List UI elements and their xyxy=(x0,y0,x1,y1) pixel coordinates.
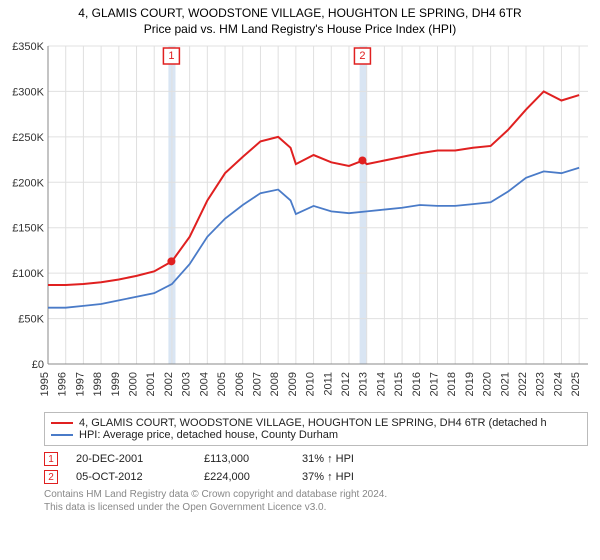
price-chart-svg: £0 £50K £100K £150K £200K £250K £300K £350K 1995… xyxy=(0,38,600,408)
svg-text:2012: 2012 xyxy=(340,372,352,396)
sale-delta: 31% ↑ HPI xyxy=(302,453,402,465)
legend-swatch-red xyxy=(51,422,73,424)
svg-text:£50K: £50K xyxy=(18,314,44,326)
svg-text:£200K: £200K xyxy=(12,177,44,189)
legend-label: HPI: Average price, detached house, Coun… xyxy=(79,429,338,441)
sale-date: 05-OCT-2012 xyxy=(76,471,186,483)
svg-text:2021: 2021 xyxy=(499,372,511,396)
svg-text:2009: 2009 xyxy=(287,372,299,396)
sale-price: £113,000 xyxy=(204,453,284,465)
chart-area: £0 £50K £100K £150K £200K £250K £300K £350K 1995… xyxy=(0,38,600,408)
footnote-line: This data is licensed under the Open Gov… xyxy=(44,501,588,514)
svg-text:£350K: £350K xyxy=(12,41,44,53)
legend-item: 4, GLAMIS COURT, WOODSTONE VILLAGE, HOUG… xyxy=(51,417,581,429)
footnote-line: Contains HM Land Registry data © Crown c… xyxy=(44,488,588,501)
table-row: 1 20-DEC-2001 £113,000 31% ↑ HPI xyxy=(44,452,588,466)
table-row: 2 05-OCT-2012 £224,000 37% ↑ HPI xyxy=(44,470,588,484)
svg-text:£100K: £100K xyxy=(12,268,44,280)
svg-text:1998: 1998 xyxy=(92,372,104,396)
legend-label: 4, GLAMIS COURT, WOODSTONE VILLAGE, HOUG… xyxy=(79,417,547,429)
svg-text:2: 2 xyxy=(359,50,365,62)
title-sub: Price paid vs. HM Land Registry's House … xyxy=(8,22,592,36)
svg-text:1: 1 xyxy=(168,50,174,62)
sale-delta: 37% ↑ HPI xyxy=(302,471,402,483)
svg-text:2007: 2007 xyxy=(251,372,263,396)
svg-text:2018: 2018 xyxy=(446,372,458,396)
svg-text:£150K: £150K xyxy=(12,223,44,235)
svg-text:2010: 2010 xyxy=(305,372,317,396)
svg-text:2005: 2005 xyxy=(216,372,228,396)
sale-badge-2: 2 xyxy=(44,470,58,484)
svg-text:2001: 2001 xyxy=(145,372,157,396)
svg-text:2016: 2016 xyxy=(411,372,423,396)
svg-text:2011: 2011 xyxy=(322,372,334,396)
svg-text:2020: 2020 xyxy=(482,372,494,396)
svg-text:1997: 1997 xyxy=(74,372,86,396)
sale-badge-1: 1 xyxy=(44,452,58,466)
svg-text:2025: 2025 xyxy=(570,372,582,396)
legend-swatch-blue xyxy=(51,434,73,436)
svg-text:2006: 2006 xyxy=(234,372,246,396)
svg-text:2014: 2014 xyxy=(375,372,387,396)
svg-text:2022: 2022 xyxy=(517,372,529,396)
sale-price: £224,000 xyxy=(204,471,284,483)
svg-text:2008: 2008 xyxy=(269,372,281,396)
sale-date: 20-DEC-2001 xyxy=(76,453,186,465)
svg-text:1996: 1996 xyxy=(57,372,69,396)
svg-text:2003: 2003 xyxy=(181,372,193,396)
svg-text:2013: 2013 xyxy=(358,372,370,396)
svg-text:£0: £0 xyxy=(32,359,44,371)
svg-text:1999: 1999 xyxy=(110,372,122,396)
svg-text:2023: 2023 xyxy=(535,372,547,396)
svg-text:2000: 2000 xyxy=(128,372,140,396)
svg-text:£250K: £250K xyxy=(12,132,44,144)
legend-box: 4, GLAMIS COURT, WOODSTONE VILLAGE, HOUG… xyxy=(44,412,588,446)
svg-text:2015: 2015 xyxy=(393,372,405,396)
svg-text:2004: 2004 xyxy=(198,372,210,396)
svg-text:£300K: £300K xyxy=(12,86,44,98)
svg-text:2019: 2019 xyxy=(464,372,476,396)
title-main: 4, GLAMIS COURT, WOODSTONE VILLAGE, HOUG… xyxy=(8,6,592,20)
chart-titles: 4, GLAMIS COURT, WOODSTONE VILLAGE, HOUG… xyxy=(0,0,600,38)
svg-text:2002: 2002 xyxy=(163,372,175,396)
sales-table: 1 20-DEC-2001 £113,000 31% ↑ HPI 2 05-OC… xyxy=(44,452,588,484)
footnote: Contains HM Land Registry data © Crown c… xyxy=(44,488,588,514)
svg-text:2024: 2024 xyxy=(552,372,564,396)
svg-text:2017: 2017 xyxy=(429,372,441,396)
svg-text:1995: 1995 xyxy=(39,372,51,396)
legend-item: HPI: Average price, detached house, Coun… xyxy=(51,429,581,441)
